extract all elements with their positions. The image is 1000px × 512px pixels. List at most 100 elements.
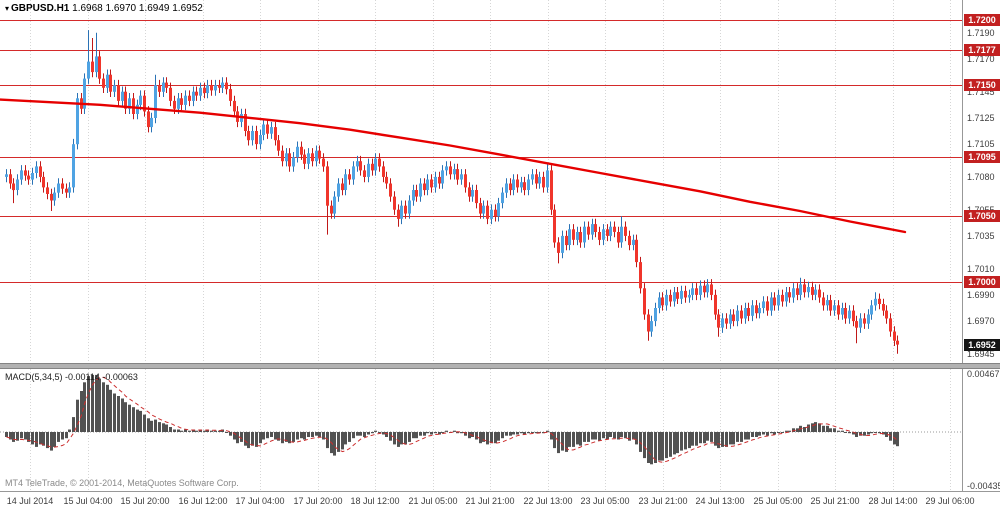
candle-body — [128, 98, 131, 109]
macd-bar — [415, 432, 418, 439]
macd-bar — [438, 432, 441, 435]
candle-body — [732, 314, 735, 322]
price-tick-label: 1.6945 — [967, 349, 995, 359]
macd-bar — [732, 432, 735, 445]
time-tick-label: 17 Jul 04:00 — [235, 496, 285, 506]
macd-bar — [814, 422, 817, 432]
candle-body — [594, 224, 597, 232]
price-tick-label: 1.7010 — [967, 264, 995, 274]
panel-splitter[interactable] — [0, 363, 1000, 369]
candle-body — [893, 331, 896, 341]
macd-bar — [710, 432, 713, 442]
candle-body — [811, 287, 814, 295]
macd-bar — [344, 432, 347, 445]
candle-body — [799, 284, 802, 295]
candle-body — [833, 305, 836, 311]
macd-bar — [758, 432, 761, 436]
candle-body — [214, 85, 217, 91]
macd-bar — [535, 432, 538, 434]
candle-body — [412, 190, 415, 201]
candle-body — [296, 146, 299, 158]
macd-bar — [509, 432, 512, 436]
macd-bar — [233, 432, 236, 440]
candle-body — [870, 305, 873, 315]
candle-body — [143, 95, 146, 112]
candle-body — [244, 114, 247, 131]
macd-bar — [374, 430, 377, 432]
vertical-gridlines — [30, 0, 951, 363]
macd-bar — [598, 432, 601, 441]
candle-body — [471, 190, 474, 197]
macd-bar — [277, 432, 280, 441]
candle-body — [400, 205, 403, 219]
candle-body — [546, 170, 549, 188]
candle-body — [203, 87, 206, 93]
candle-body — [363, 170, 366, 177]
macd-bar — [251, 432, 254, 446]
candle-body — [337, 183, 340, 197]
price-tick-label: 1.7125 — [967, 113, 995, 123]
macd-bar — [359, 432, 362, 436]
macd-bar — [50, 432, 53, 451]
candle-body — [35, 166, 38, 173]
macd-bar — [475, 432, 478, 440]
macd-bar — [512, 432, 515, 435]
price-axis[interactable]: 1.7190 1.7170 1.7145 1.7125 1.7105 1.7080 1.70… — [962, 0, 1000, 363]
candle-body — [479, 203, 482, 214]
macd-bar — [240, 432, 243, 442]
candle-body — [736, 310, 739, 322]
macd-bar — [143, 414, 146, 432]
macd-bar — [42, 432, 45, 446]
macd-bar — [602, 432, 605, 439]
macd-bar — [162, 423, 165, 432]
price-chart-canvas[interactable] — [0, 0, 962, 363]
candle-body — [576, 232, 579, 240]
macd-svg — [0, 369, 962, 491]
time-tick-label: 15 Jul 20:00 — [120, 496, 170, 506]
macd-bar — [9, 432, 12, 440]
candle-body — [505, 183, 508, 193]
macd-bar — [673, 432, 676, 455]
candle-body — [688, 294, 691, 298]
macd-bar — [505, 432, 508, 436]
candle-body — [475, 190, 478, 204]
macd-bar — [785, 430, 788, 432]
macd-bar — [341, 432, 344, 450]
candle-body — [180, 98, 183, 105]
candle-body — [770, 297, 773, 311]
macd-bar — [844, 432, 847, 433]
chart-symbol-period: GBPUSD.H1 — [11, 3, 70, 14]
candle-body — [788, 292, 791, 298]
time-tick-label: 24 Jul 13:00 — [695, 496, 745, 506]
macd-bar — [259, 432, 262, 444]
candle-body — [740, 310, 743, 319]
macd-bar — [818, 423, 821, 432]
candle-body — [445, 166, 448, 171]
macd-bar — [296, 432, 299, 440]
macd-bar — [184, 429, 187, 432]
macd-bar — [102, 382, 105, 432]
candle-body — [277, 140, 280, 151]
macd-bar — [192, 429, 195, 432]
candle-body — [826, 300, 829, 306]
candle-body — [579, 232, 582, 243]
macd-axis[interactable]: 0.00467 -0.00435 — [962, 369, 1000, 491]
macd-bar — [744, 432, 747, 440]
macd-bar — [441, 432, 444, 433]
time-axis[interactable]: 14 Jul 2014 15 Jul 04:00 15 Jul 20:00 16 Ju… — [0, 491, 1000, 512]
candle-body — [699, 285, 702, 295]
macd-bar — [706, 432, 709, 441]
macd-indicator-canvas[interactable] — [0, 369, 962, 491]
candle-body — [374, 158, 377, 171]
candle-body — [841, 308, 844, 315]
macd-bar — [221, 429, 224, 432]
candle-body — [572, 229, 575, 240]
macd-bar — [870, 432, 873, 434]
candle-body — [609, 226, 612, 236]
macd-bar — [542, 432, 545, 434]
chart-symbol-icon: ▾ — [5, 4, 10, 13]
macd-bar — [650, 432, 653, 465]
candle-body — [632, 239, 635, 245]
macd-bar — [270, 432, 273, 437]
candle-body — [315, 150, 318, 162]
